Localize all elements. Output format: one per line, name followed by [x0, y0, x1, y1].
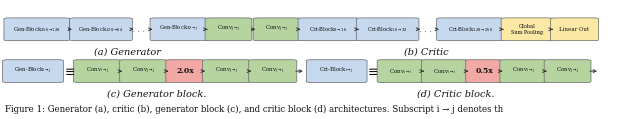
- Text: Conv$_{i\to j}$: Conv$_{i\to j}$: [86, 66, 109, 76]
- Text: (a) Generator: (a) Generator: [95, 48, 161, 57]
- FancyBboxPatch shape: [356, 18, 419, 41]
- Text: (b) Critic: (b) Critic: [404, 48, 448, 57]
- Text: Conv$_{j\to j}$: Conv$_{j\to j}$: [215, 66, 238, 76]
- Text: Global
Sum Pooling: Global Sum Pooling: [511, 24, 543, 35]
- FancyBboxPatch shape: [298, 18, 359, 41]
- Text: Cri-Block$_{16\to32}$: Cri-Block$_{16\to32}$: [367, 25, 408, 34]
- FancyBboxPatch shape: [166, 60, 204, 82]
- FancyBboxPatch shape: [550, 18, 598, 41]
- Text: Conv$_{i\to j}$: Conv$_{i\to j}$: [512, 66, 535, 76]
- Text: Conv$_{i\to i}$: Conv$_{i\to i}$: [433, 67, 456, 76]
- FancyBboxPatch shape: [501, 18, 553, 41]
- Text: Figure 1: Generator (a), critic (b), generator block (c), and critic block (d) a: Figure 1: Generator (a), critic (b), gen…: [4, 105, 502, 114]
- FancyBboxPatch shape: [120, 60, 168, 82]
- Text: . . .: . . .: [419, 25, 432, 34]
- FancyBboxPatch shape: [307, 60, 367, 82]
- Text: Conv$_{j\to j}$: Conv$_{j\to j}$: [217, 24, 240, 34]
- Text: Cri-Block$_{128\to256}$: Cri-Block$_{128\to256}$: [447, 25, 493, 34]
- Text: Conv$_{j\to j}$: Conv$_{j\to j}$: [265, 24, 288, 34]
- FancyBboxPatch shape: [436, 18, 504, 41]
- FancyBboxPatch shape: [74, 60, 122, 82]
- FancyBboxPatch shape: [253, 18, 300, 41]
- Text: . . .: . . .: [132, 25, 145, 34]
- FancyBboxPatch shape: [70, 18, 132, 41]
- FancyBboxPatch shape: [500, 60, 547, 82]
- Text: (c) Generator block.: (c) Generator block.: [107, 90, 206, 99]
- Text: $\equiv$: $\equiv$: [61, 65, 76, 78]
- FancyBboxPatch shape: [249, 60, 297, 82]
- FancyBboxPatch shape: [4, 18, 70, 41]
- Text: Gen-Block$_{128\to64}$: Gen-Block$_{128\to64}$: [78, 25, 124, 34]
- Text: Gen-Block$_{256\to128}$: Gen-Block$_{256\to128}$: [13, 25, 61, 34]
- FancyBboxPatch shape: [3, 60, 63, 82]
- Text: Gen-Block$_{32\to j}$: Gen-Block$_{32\to j}$: [159, 24, 198, 34]
- Text: Cri-Block$_{i\to j}$: Cri-Block$_{i\to j}$: [319, 66, 354, 76]
- Text: Conv$_{j\to j}$: Conv$_{j\to j}$: [132, 66, 156, 76]
- Text: $\equiv$: $\equiv$: [365, 65, 379, 78]
- Text: Conv$_{j\to j}$: Conv$_{j\to j}$: [261, 66, 284, 76]
- Text: 0.5x: 0.5x: [476, 67, 493, 75]
- Text: 2.0x: 2.0x: [176, 67, 194, 75]
- Text: Conv$_{j\to j}$: Conv$_{j\to j}$: [556, 66, 579, 76]
- FancyBboxPatch shape: [203, 60, 251, 82]
- FancyBboxPatch shape: [150, 18, 207, 41]
- Text: (d) Critic block.: (d) Critic block.: [417, 90, 494, 99]
- FancyBboxPatch shape: [544, 60, 591, 82]
- FancyBboxPatch shape: [422, 60, 468, 82]
- FancyBboxPatch shape: [466, 60, 502, 82]
- Text: Gen-Block$_{i\to j}$: Gen-Block$_{i\to j}$: [14, 66, 52, 76]
- FancyBboxPatch shape: [205, 18, 252, 41]
- Text: Cri-Block$_{8\to16}$: Cri-Block$_{8\to16}$: [309, 25, 348, 34]
- Text: Conv$_{i\to i}$: Conv$_{i\to i}$: [389, 67, 412, 76]
- Text: Linear Out: Linear Out: [559, 27, 589, 32]
- FancyBboxPatch shape: [377, 60, 424, 82]
